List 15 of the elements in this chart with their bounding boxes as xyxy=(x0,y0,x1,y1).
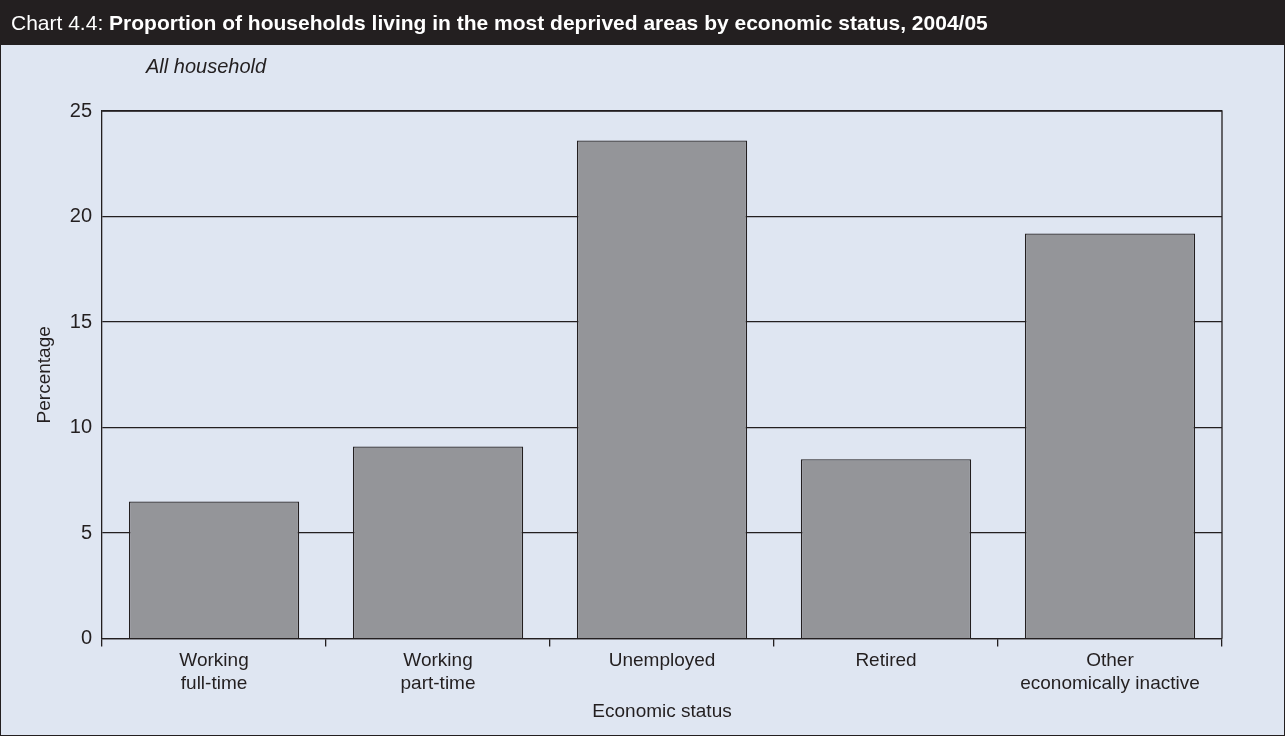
x-tick-label: Working full-time xyxy=(179,649,249,694)
x-tick-label: Other economically inactive xyxy=(1020,649,1200,694)
x-tick-label: Working part-time xyxy=(400,649,476,694)
chart-subtitle: All household xyxy=(146,55,267,78)
y-tick-label: 10 xyxy=(69,415,93,438)
x-tick-label: Retired xyxy=(855,649,917,671)
x-tick-label: Unemployed xyxy=(608,649,716,671)
y-tick-label: 15 xyxy=(69,309,93,332)
y-axis-title: Percentage xyxy=(32,326,54,424)
chart-title: Chart 4.4: Proportion of households living in the most deprived areas by economic status, 2004/05 xyxy=(11,11,988,34)
y-tick-label: 25 xyxy=(69,98,93,121)
y-tick-label: 5 xyxy=(80,520,93,543)
x-axis-title: Economic status xyxy=(592,699,732,721)
y-tick-label: 20 xyxy=(69,204,93,227)
y-tick-label: 0 xyxy=(80,626,93,649)
